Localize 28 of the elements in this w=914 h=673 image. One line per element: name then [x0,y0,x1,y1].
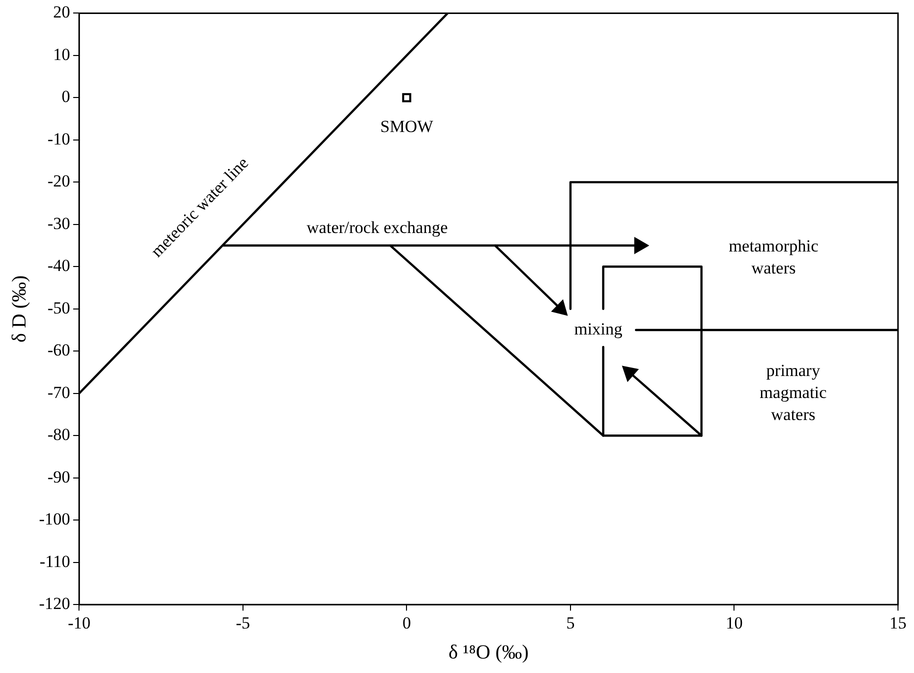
x-tick-label: 5 [566,613,575,632]
x-axis-title: δ ¹⁸O (‰) [448,641,529,664]
annotation: SMOW [380,116,434,136]
x-tick-label: 0 [402,613,411,632]
annotation: metamorphic waters [728,236,819,278]
y-tick-label: -70 [47,382,70,402]
x-tick-label: 15 [890,613,906,632]
y-tick-label: -110 [40,552,70,571]
y-tick-label: 20 [53,2,70,22]
y-axis-title: δ D (‰) [8,275,30,342]
annotation: primary magmatic waters [760,360,828,424]
y-tick-label: -40 [47,256,70,276]
y-tick-label: -60 [47,340,70,360]
y-tick-label: -20 [47,172,70,191]
y-tick-label: -10 [47,129,70,148]
y-tick-label: 0 [62,87,70,106]
y-tick-label: -50 [47,298,70,318]
y-tick-label: -120 [38,594,70,614]
y-tick-label: -30 [47,214,70,233]
y-tick-label: -100 [38,510,70,529]
y-tick-label: 10 [53,44,70,64]
x-tick-label: -5 [236,613,250,632]
y-tick-label: -90 [47,467,70,486]
y-tick-label: -80 [47,425,70,444]
x-tick-label: 10 [726,613,743,632]
annotation: mixing [574,320,623,339]
annotation: water/rock exchange [306,218,448,237]
x-tick-label: -10 [68,613,90,632]
